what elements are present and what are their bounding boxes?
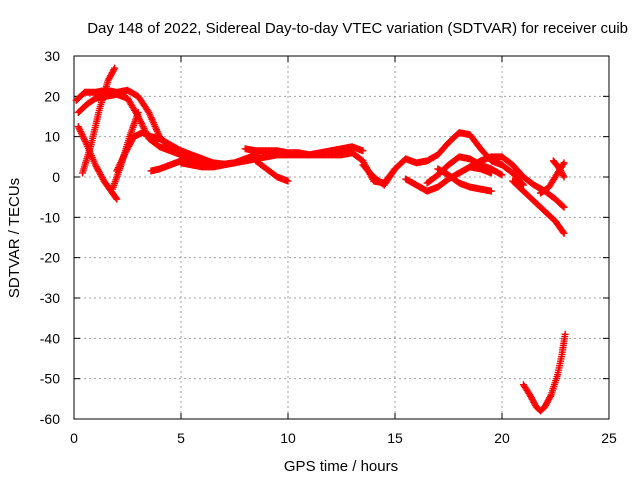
tick-labels: 0 5 10 15 20 25 30 20 10 0 -10 -20 -30 -40 -50 -60 bbox=[40, 48, 617, 446]
data-point bbox=[560, 159, 568, 167]
plot-frame bbox=[73, 55, 610, 420]
y-tick-label: 20 bbox=[44, 88, 60, 104]
y-tick-label: 10 bbox=[44, 129, 60, 145]
data-point bbox=[134, 108, 142, 116]
data-marker bbox=[112, 194, 120, 202]
data-point bbox=[498, 171, 506, 179]
series-track-k bbox=[359, 129, 527, 189]
data-point bbox=[560, 203, 568, 211]
data-layer bbox=[72, 64, 569, 415]
grid bbox=[74, 56, 609, 419]
series-track-n bbox=[434, 165, 495, 195]
data-marker bbox=[110, 66, 118, 74]
series-track-r bbox=[549, 157, 568, 181]
series-track-c bbox=[79, 64, 119, 177]
series-track-j bbox=[252, 157, 292, 185]
data-marker bbox=[518, 180, 526, 188]
y-tick-label: -50 bbox=[40, 371, 60, 387]
y-tick-label: -60 bbox=[40, 411, 60, 427]
data-marker bbox=[559, 171, 567, 179]
series-track-p bbox=[509, 177, 568, 237]
x-tick-label: 5 bbox=[177, 430, 185, 446]
data-point bbox=[113, 195, 121, 203]
y-tick-label: -30 bbox=[40, 290, 60, 306]
y-tick-label: -20 bbox=[40, 250, 60, 266]
data-point bbox=[487, 187, 495, 195]
y-tick-label: -10 bbox=[40, 209, 60, 225]
series-track-i bbox=[241, 143, 367, 159]
data-marker bbox=[559, 228, 567, 236]
x-tick-label: 20 bbox=[494, 430, 510, 446]
x-axis-label: GPS time / hours bbox=[284, 458, 398, 475]
data-point bbox=[560, 229, 568, 237]
x-tick-label: 25 bbox=[601, 430, 617, 446]
x-tick-label: 15 bbox=[387, 430, 403, 446]
y-tick-label: -40 bbox=[40, 330, 60, 346]
series-track-f bbox=[109, 108, 142, 193]
data-point bbox=[284, 177, 292, 185]
series-track-s bbox=[519, 330, 569, 415]
data-marker bbox=[546, 392, 554, 400]
data-marker bbox=[559, 202, 567, 210]
x-tick-label: 10 bbox=[280, 430, 296, 446]
data-point bbox=[561, 330, 569, 338]
data-point bbox=[359, 147, 367, 155]
x-tick-label: 0 bbox=[70, 430, 78, 446]
data-marker bbox=[559, 160, 567, 168]
data-point bbox=[560, 173, 568, 181]
chart-title: Day 148 of 2022, Sidereal Day-to-day VTE… bbox=[87, 20, 628, 37]
y-axis-label: SDTVAR / TECUs bbox=[6, 178, 23, 298]
y-tick-label: 0 bbox=[52, 169, 60, 185]
y-tick-label: 30 bbox=[44, 48, 60, 64]
data-point bbox=[111, 64, 119, 72]
